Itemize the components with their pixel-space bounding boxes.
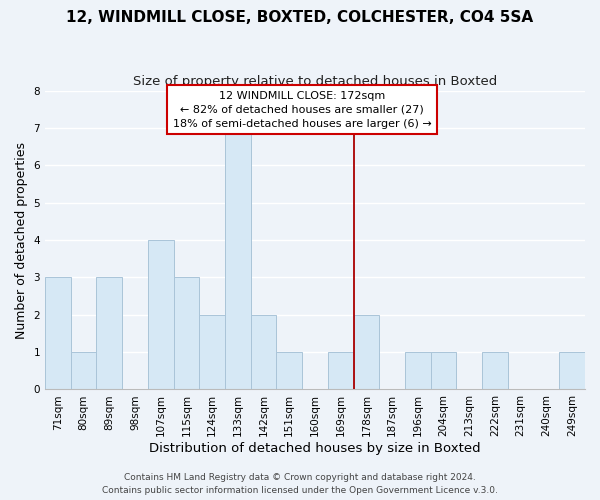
Bar bbox=[431, 352, 457, 390]
Title: Size of property relative to detached houses in Boxted: Size of property relative to detached ho… bbox=[133, 75, 497, 88]
Bar bbox=[173, 278, 199, 390]
Bar bbox=[482, 352, 508, 390]
Bar bbox=[45, 278, 71, 390]
Bar bbox=[353, 314, 379, 390]
Bar bbox=[148, 240, 173, 390]
Bar bbox=[277, 352, 302, 390]
Text: 12 WINDMILL CLOSE: 172sqm
← 82% of detached houses are smaller (27)
18% of semi-: 12 WINDMILL CLOSE: 172sqm ← 82% of detac… bbox=[173, 90, 431, 128]
Text: 12, WINDMILL CLOSE, BOXTED, COLCHESTER, CO4 5SA: 12, WINDMILL CLOSE, BOXTED, COLCHESTER, … bbox=[67, 10, 533, 25]
Bar bbox=[251, 314, 277, 390]
Bar bbox=[97, 278, 122, 390]
Bar bbox=[405, 352, 431, 390]
Bar bbox=[559, 352, 585, 390]
Y-axis label: Number of detached properties: Number of detached properties bbox=[15, 142, 28, 338]
Bar bbox=[328, 352, 353, 390]
X-axis label: Distribution of detached houses by size in Boxted: Distribution of detached houses by size … bbox=[149, 442, 481, 455]
Bar bbox=[199, 314, 225, 390]
Bar bbox=[225, 128, 251, 390]
Bar bbox=[71, 352, 97, 390]
Text: Contains HM Land Registry data © Crown copyright and database right 2024.
Contai: Contains HM Land Registry data © Crown c… bbox=[102, 473, 498, 495]
